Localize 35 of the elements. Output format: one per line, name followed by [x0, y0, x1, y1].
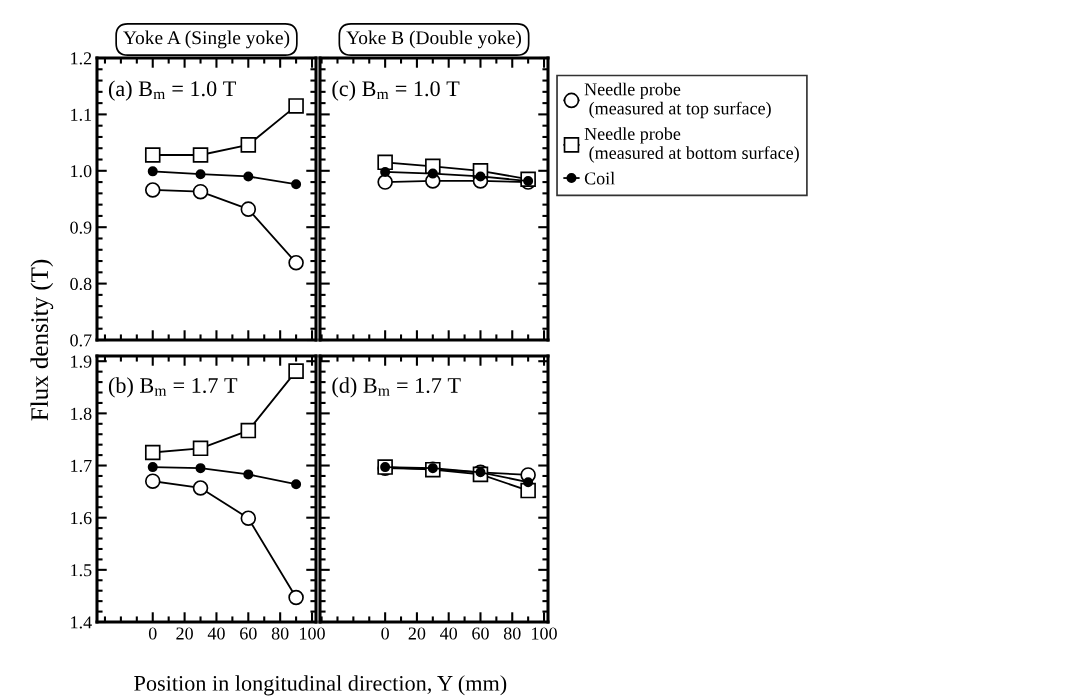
- legend-label: Coil: [584, 171, 615, 185]
- x-tick-label: 0: [381, 627, 389, 640]
- y-tick-label: 1.8: [71, 407, 92, 420]
- x-tick-label: 40: [440, 627, 458, 640]
- annotation: (d) B$_{m}$ = 1.7 T: [332, 377, 461, 398]
- y-tick-label: 1.1: [71, 108, 92, 121]
- legend-label: Needle probe (measured at top surface): [584, 82, 771, 119]
- x-tick-label: 20: [408, 627, 426, 640]
- x-tick-label: 60: [472, 627, 489, 640]
- annotation: (a) B$_{m}$ = 1.0 T: [108, 80, 236, 101]
- y-tick-label: 1.4: [71, 616, 92, 629]
- x-tick-label: 80: [271, 627, 289, 640]
- legend-label: Needle probe (measured at bottom surface): [584, 127, 799, 163]
- chart-title: Yoke B (Double yoke): [346, 30, 521, 49]
- x-tick-label: 20: [176, 627, 193, 640]
- chart-title: Yoke A (Single yoke): [123, 30, 290, 49]
- x-tick-label: 40: [207, 627, 225, 640]
- x-tick-label: 100: [532, 627, 557, 640]
- y-tick-label: 0.7: [70, 334, 92, 347]
- y-tick-label: 1.2: [71, 52, 92, 65]
- annotation: (b) B$_{m}$ = 1.7 T: [108, 377, 238, 398]
- annotation: (c) B$_{m}$ = 1.0 T: [332, 80, 460, 101]
- y-tick-label: 0.9: [70, 221, 92, 234]
- x-axis-title: Position in longitudinal direction, Y (mm): [134, 675, 507, 696]
- x-tick-label: 80: [503, 627, 521, 640]
- y-axis-title: Flux density (T): [30, 259, 54, 421]
- y-tick-label: 1.5: [71, 564, 92, 577]
- x-tick-label: 0: [148, 627, 157, 640]
- y-tick-label: 1.0: [71, 165, 92, 178]
- y-tick-label: 1.7: [71, 459, 92, 473]
- y-tick-label: 0.8: [70, 277, 92, 291]
- x-tick-label: 60: [240, 627, 257, 640]
- x-tick-label: 100: [300, 627, 325, 640]
- y-tick-label: 1.9: [71, 355, 92, 368]
- y-tick-label: 1.6: [71, 511, 92, 525]
